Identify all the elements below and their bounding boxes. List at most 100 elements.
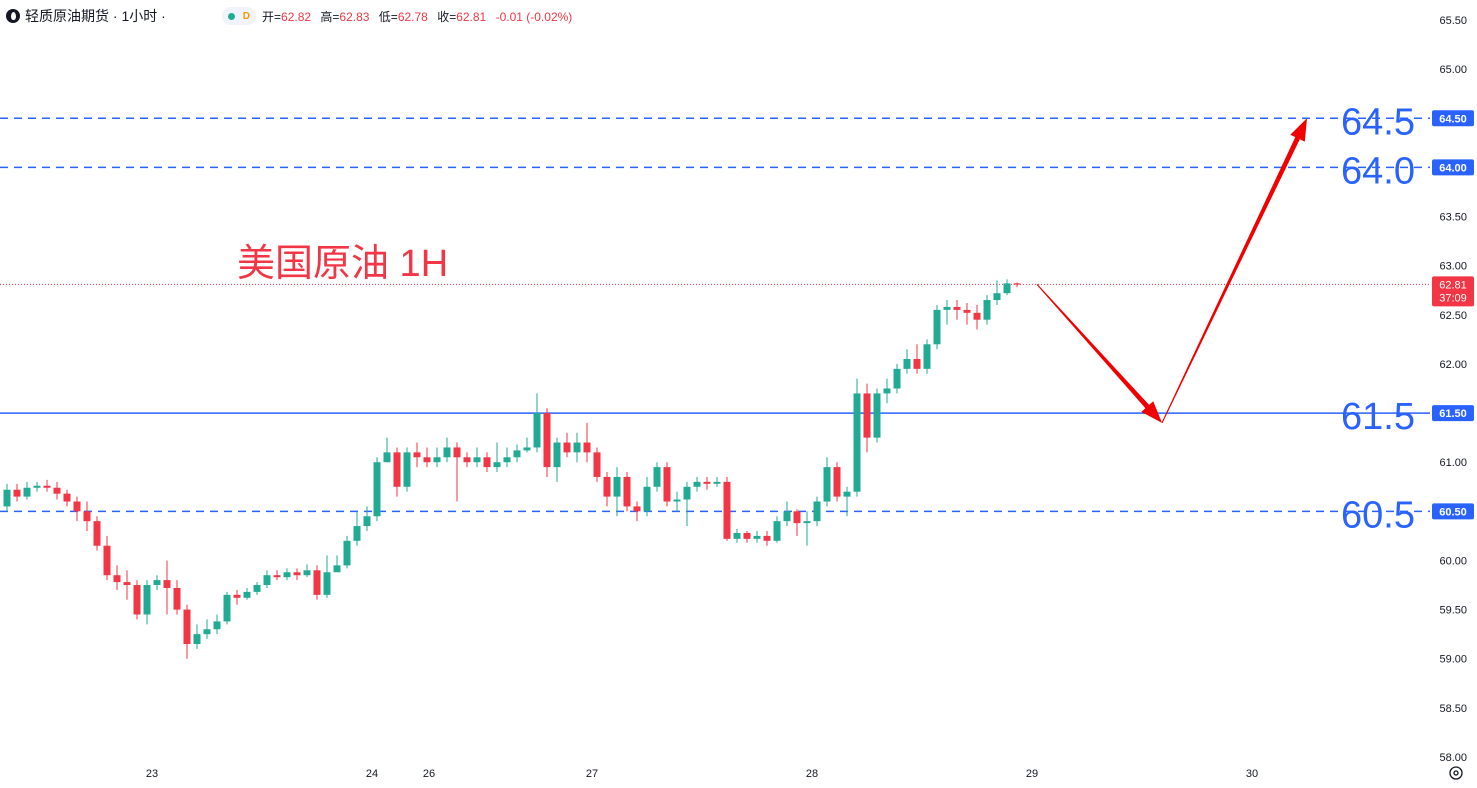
candle: [573, 432, 581, 463]
candle-body: [463, 457, 471, 463]
candle-body: [453, 447, 461, 458]
candle-body: [863, 393, 871, 438]
candle: [83, 501, 91, 531]
level-tag: [1432, 405, 1474, 422]
candle: [333, 555, 341, 573]
candle-body: [993, 293, 1001, 301]
candle: [73, 496, 81, 522]
candle: [403, 447, 411, 492]
y-tick-label: 58.50: [1439, 703, 1467, 715]
candle: [33, 481, 41, 492]
candle: [803, 511, 811, 546]
settings-icon[interactable]: [1449, 766, 1463, 780]
candle-body: [383, 452, 391, 463]
candle-body: [913, 359, 921, 369]
time-axis[interactable]: 23 24 26 27 28 29 30: [146, 768, 1258, 780]
candle-body: [473, 457, 481, 463]
candle-body: [243, 591, 251, 598]
candle-body: [53, 487, 61, 494]
candle-body: [83, 511, 91, 522]
candle: [823, 457, 831, 507]
candle: [363, 506, 371, 531]
candle-body: [943, 306, 951, 310]
candle: [423, 447, 431, 468]
candle: [493, 442, 501, 473]
candle-body: [553, 442, 561, 468]
candle-body: [923, 344, 931, 369]
candle: [183, 604, 191, 659]
candle: [373, 457, 381, 522]
candle: [793, 509, 801, 536]
candle: [323, 555, 331, 598]
symbol-title[interactable]: 轻质原油期货 · 1小时 ·: [25, 8, 166, 24]
candle: [473, 447, 481, 468]
candle: [1013, 282, 1021, 288]
price-axis[interactable]: 58.00 58.50 59.00 59.50 60.00 60.50 61.00 61.50…: [1430, 0, 1477, 788]
candle: [863, 383, 871, 453]
candle: [143, 580, 151, 625]
candle-body: [123, 582, 131, 586]
chart-title: 美国原油 1H: [237, 243, 448, 285]
candle: [963, 303, 971, 325]
candle-body: [23, 487, 31, 497]
candle: [783, 501, 791, 527]
candle: [213, 614, 221, 635]
candle-body: [753, 535, 761, 539]
candle: [713, 476, 721, 487]
projection-arrow: [1161, 118, 1307, 424]
candle: [763, 530, 771, 546]
candle: [233, 589, 241, 605]
candle: [173, 580, 181, 615]
candle-body: [163, 580, 171, 588]
x-tick-label: 28: [806, 768, 818, 780]
candle: [613, 467, 621, 517]
projection-arrow: [1036, 284, 1162, 423]
candle-body: [983, 300, 991, 320]
candle-body: [413, 452, 421, 458]
candle: [883, 378, 891, 404]
candle-body: [143, 585, 151, 615]
level-label: 60.5: [1341, 494, 1415, 536]
candle-body: [843, 491, 851, 497]
open-label: 开=: [262, 9, 282, 24]
candle: [993, 280, 1001, 305]
candle-body: [873, 393, 881, 438]
change-value: -0.01 (-0.02%): [495, 9, 573, 24]
candle-body: [63, 493, 71, 502]
price-axis-bg: [1430, 0, 1477, 788]
candle-body: [823, 467, 831, 502]
candle-body: [183, 609, 191, 644]
candle: [643, 476, 651, 517]
candle-body: [153, 580, 161, 586]
candle: [603, 472, 611, 507]
candle: [663, 462, 671, 507]
candle-body: [393, 452, 401, 487]
candle-body: [523, 447, 531, 451]
level-tag: [1432, 503, 1474, 520]
candle-body: [743, 532, 751, 539]
candle: [383, 437, 391, 463]
candle-body: [93, 521, 101, 546]
candle-body: [493, 462, 501, 468]
candle-body: [573, 442, 581, 453]
candle: [43, 479, 51, 492]
candle-body: [293, 572, 301, 576]
candle-body: [693, 481, 701, 487]
candle: [523, 437, 531, 453]
candle: [773, 516, 781, 543]
status-pills[interactable]: D: [221, 7, 257, 25]
candle-body: [713, 481, 721, 484]
candle-body: [563, 442, 571, 453]
y-tick-label: 60.00: [1439, 555, 1467, 567]
candle-body: [833, 467, 841, 497]
candle-body: [623, 476, 631, 507]
y-tick-label: 62.00: [1439, 359, 1467, 371]
y-tick-label: 63.50: [1439, 212, 1467, 224]
levels-layer: 64.5 64.0 61.5 60.5: [0, 101, 1430, 536]
x-tick-label: 30: [1246, 768, 1258, 780]
candle: [683, 481, 691, 527]
candle: [653, 462, 661, 492]
candle: [723, 476, 731, 541]
level-tag: [1432, 159, 1474, 176]
